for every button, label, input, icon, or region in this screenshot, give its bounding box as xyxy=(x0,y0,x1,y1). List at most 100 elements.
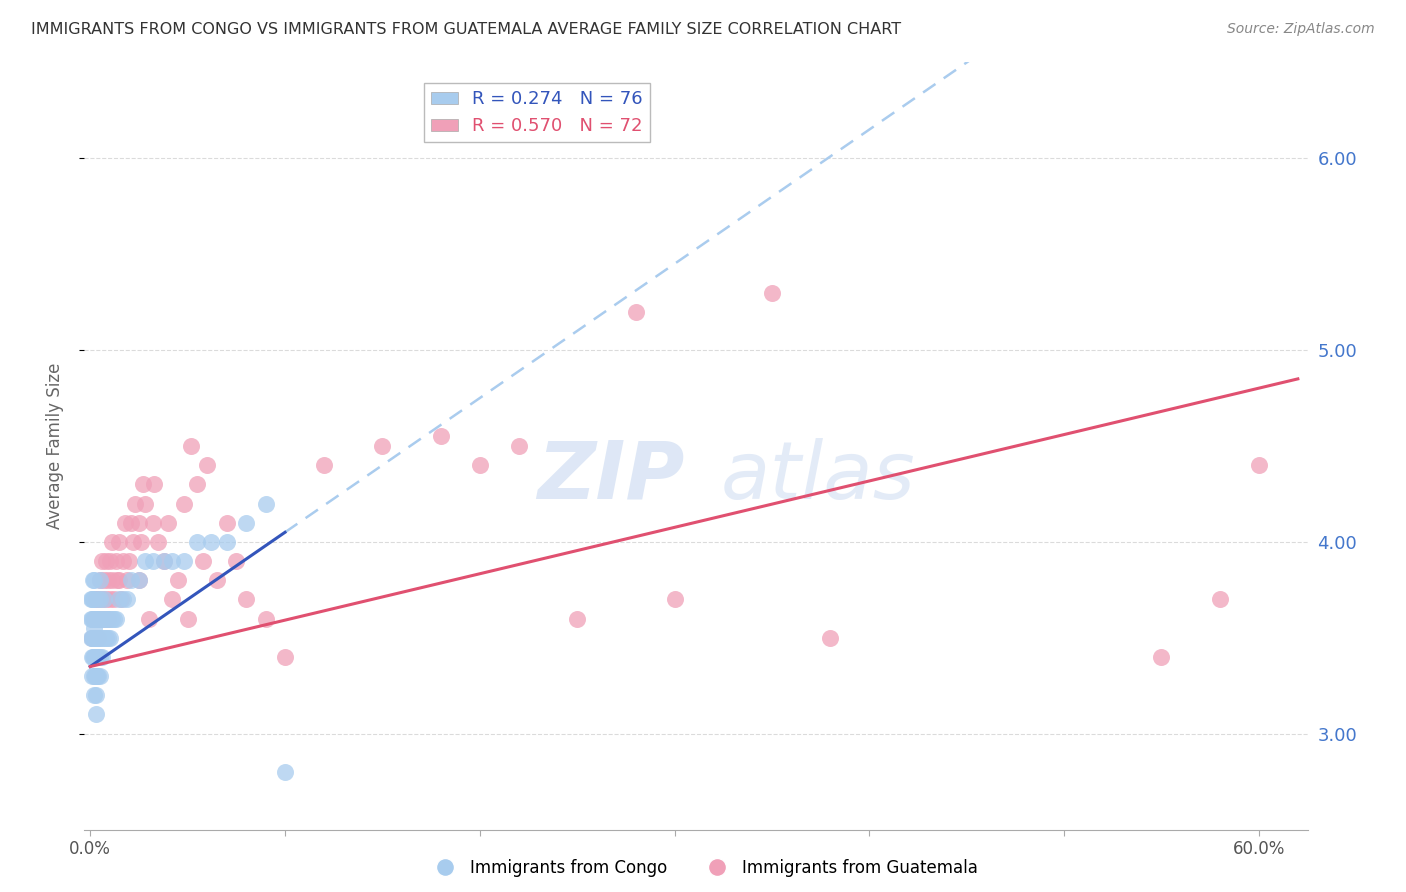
Point xyxy=(83,592,105,607)
Point xyxy=(90,592,112,607)
Point xyxy=(134,554,156,568)
Point xyxy=(94,592,117,607)
Point xyxy=(565,612,588,626)
Point xyxy=(664,592,686,607)
Point xyxy=(82,669,104,683)
Point xyxy=(186,534,208,549)
Point xyxy=(86,669,108,683)
Point xyxy=(132,477,155,491)
Point xyxy=(1209,592,1232,607)
Point xyxy=(98,554,121,568)
Point xyxy=(200,534,222,549)
Point xyxy=(84,669,107,683)
Point xyxy=(83,631,105,645)
Point xyxy=(86,649,108,664)
Point xyxy=(94,631,117,645)
Point xyxy=(180,439,202,453)
Point xyxy=(508,439,530,453)
Point xyxy=(90,631,112,645)
Point xyxy=(89,612,111,626)
Point xyxy=(97,631,120,645)
Point xyxy=(82,631,104,645)
Point xyxy=(100,573,122,587)
Point xyxy=(84,689,107,703)
Point xyxy=(84,631,107,645)
Point xyxy=(87,669,110,683)
Point xyxy=(624,304,647,318)
Point xyxy=(134,496,156,510)
Point xyxy=(118,554,141,568)
Point xyxy=(1150,649,1173,664)
Point xyxy=(83,612,105,626)
Point xyxy=(120,573,142,587)
Point xyxy=(103,612,125,626)
Point xyxy=(157,516,180,530)
Point xyxy=(87,592,110,607)
Point xyxy=(87,612,110,626)
Point xyxy=(160,592,183,607)
Point xyxy=(93,612,115,626)
Point xyxy=(80,612,103,626)
Point xyxy=(83,573,105,587)
Point xyxy=(84,707,107,722)
Point xyxy=(87,631,110,645)
Point xyxy=(108,534,131,549)
Point xyxy=(86,631,108,645)
Point xyxy=(103,592,125,607)
Point xyxy=(89,649,111,664)
Point xyxy=(104,612,127,626)
Legend: R = 0.274   N = 76, R = 0.570   N = 72: R = 0.274 N = 76, R = 0.570 N = 72 xyxy=(423,83,650,143)
Point xyxy=(84,612,107,626)
Point xyxy=(205,573,228,587)
Point xyxy=(115,573,138,587)
Point xyxy=(97,573,120,587)
Point xyxy=(312,458,335,472)
Point xyxy=(115,592,138,607)
Point xyxy=(128,573,150,587)
Point xyxy=(89,669,111,683)
Point xyxy=(100,612,122,626)
Point xyxy=(235,516,257,530)
Point xyxy=(87,592,110,607)
Point xyxy=(254,612,277,626)
Point xyxy=(90,649,112,664)
Text: atlas: atlas xyxy=(721,438,915,516)
Point xyxy=(83,631,105,645)
Point xyxy=(225,554,247,568)
Point xyxy=(468,458,491,472)
Point xyxy=(82,649,104,664)
Point xyxy=(129,534,152,549)
Point xyxy=(166,573,188,587)
Point xyxy=(153,554,176,568)
Point xyxy=(83,649,105,664)
Point xyxy=(186,477,208,491)
Point xyxy=(98,592,121,607)
Point xyxy=(97,612,120,626)
Point xyxy=(93,612,115,626)
Point xyxy=(160,554,183,568)
Point xyxy=(143,477,166,491)
Point xyxy=(80,592,103,607)
Point xyxy=(274,649,297,664)
Point xyxy=(90,612,112,626)
Point xyxy=(89,592,111,607)
Point xyxy=(83,612,105,626)
Point xyxy=(215,534,238,549)
Point xyxy=(124,496,146,510)
Legend: Immigrants from Congo, Immigrants from Guatemala: Immigrants from Congo, Immigrants from G… xyxy=(422,853,984,884)
Point xyxy=(761,285,783,300)
Point xyxy=(141,554,163,568)
Point xyxy=(148,534,170,549)
Point xyxy=(94,554,117,568)
Y-axis label: Average Family Size: Average Family Size xyxy=(45,363,63,529)
Point xyxy=(84,649,107,664)
Point xyxy=(82,612,104,626)
Point xyxy=(84,612,107,626)
Point xyxy=(100,534,122,549)
Point xyxy=(84,631,107,645)
Point xyxy=(80,631,103,645)
Point xyxy=(128,516,150,530)
Point xyxy=(371,439,394,453)
Point xyxy=(83,621,105,635)
Point xyxy=(82,612,104,626)
